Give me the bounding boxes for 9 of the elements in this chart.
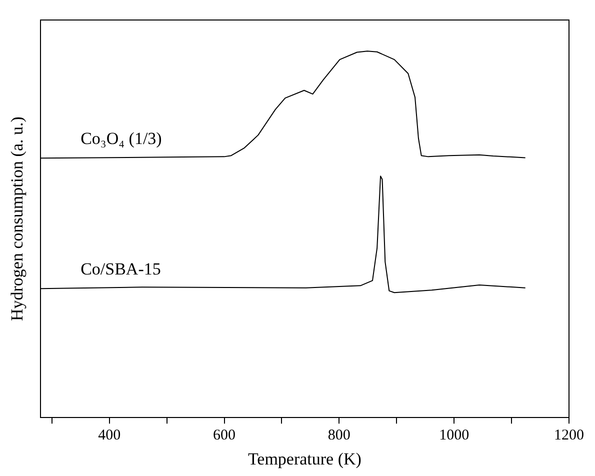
x-tick-label: 1000 [439, 428, 470, 444]
x-tick-label: 600 [213, 428, 236, 444]
x-axis-title: Temperature (K) [248, 449, 362, 468]
x-tick-label: 1200 [554, 428, 584, 444]
y-axis-title: Hydrogen consumption (a. u.) [8, 116, 27, 322]
series-label: Co₃O₄ (1/3) [80, 129, 162, 148]
series-label: Co/SBA-15 [80, 260, 161, 279]
x-tick-label: 400 [98, 428, 121, 444]
x-tick-label: 800 [328, 428, 350, 444]
